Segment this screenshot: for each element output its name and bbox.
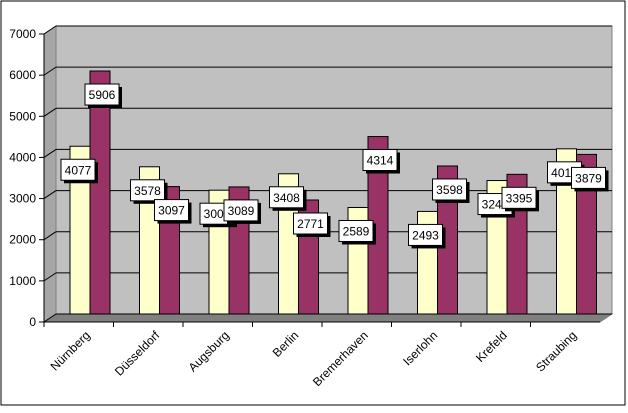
bar-series-2 xyxy=(89,70,111,315)
data-label: 3097 xyxy=(158,204,185,218)
data-label: 3598 xyxy=(436,183,463,197)
data-label: 3089 xyxy=(228,204,255,218)
gridline-side xyxy=(43,149,57,158)
y-tick-label: 5000 xyxy=(9,109,36,123)
data-label-box xyxy=(338,219,374,242)
data-label-box xyxy=(130,179,165,202)
data-label-box xyxy=(362,149,398,172)
data-label: 2771 xyxy=(297,217,324,231)
data-label-box xyxy=(84,83,120,106)
data-label: 3578 xyxy=(134,184,161,198)
data-label-box xyxy=(293,212,328,235)
gridline-side xyxy=(43,66,57,76)
data-label-box xyxy=(408,223,443,246)
y-tick-label: 6000 xyxy=(9,68,36,82)
bar-series-2 xyxy=(576,153,597,315)
gridline-side xyxy=(43,107,57,117)
gridline-side xyxy=(43,25,57,35)
gridline-side xyxy=(43,231,57,241)
plot-side-wall xyxy=(43,25,57,323)
data-label: 4314 xyxy=(367,154,394,168)
y-tick-label: 7000 xyxy=(9,27,36,41)
data-label-box xyxy=(571,166,606,189)
data-label-box xyxy=(60,158,96,181)
gridline-side xyxy=(43,313,57,323)
y-tick-label: 4000 xyxy=(9,150,36,164)
data-label: 2589 xyxy=(343,224,370,238)
gridline-side xyxy=(43,272,57,282)
data-label-box xyxy=(432,178,467,201)
plot-floor xyxy=(42,313,614,323)
data-label: 3395 xyxy=(506,191,533,205)
data-label-box xyxy=(223,199,259,222)
gridline-side xyxy=(43,190,57,199)
data-label: 4077 xyxy=(65,163,92,177)
data-label: 3879 xyxy=(575,171,602,185)
data-label-box xyxy=(269,186,304,209)
y-tick-label: 3000 xyxy=(9,192,36,206)
data-label: 3408 xyxy=(273,191,300,205)
y-tick-label: 2000 xyxy=(9,233,36,247)
data-label: 5906 xyxy=(89,88,116,102)
data-label-box xyxy=(154,199,189,222)
data-label: 2493 xyxy=(412,228,439,242)
data-label-box xyxy=(501,186,537,209)
y-tick-label: 1000 xyxy=(9,274,36,288)
y-tick-label: 0 xyxy=(29,315,36,329)
